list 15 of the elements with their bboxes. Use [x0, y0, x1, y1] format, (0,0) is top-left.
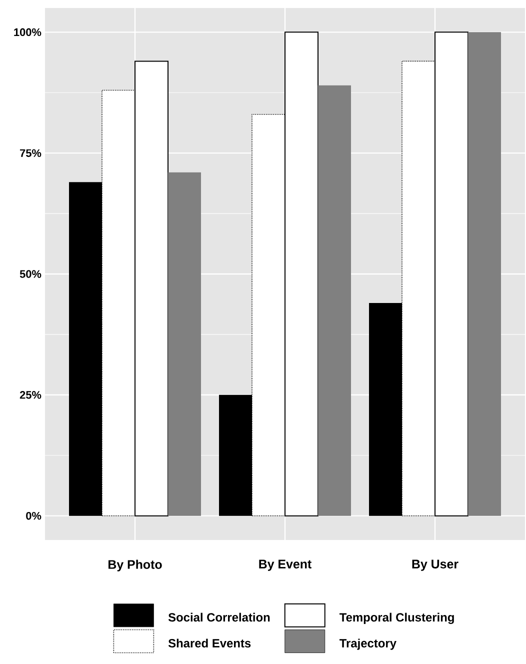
bar [468, 32, 502, 516]
legend-label: Shared Events [168, 638, 251, 648]
y-tick-label: 50% [20, 270, 42, 278]
x-tick-label: By User [412, 560, 458, 571]
x-tick-label: By Photo [108, 560, 162, 572]
y-tick-label: 100% [14, 28, 42, 36]
bar [168, 172, 201, 516]
y-tick-label: 25% [20, 391, 42, 399]
bar [318, 85, 351, 516]
x-tick-label: By Event [259, 560, 312, 571]
y-tick-label: 75% [20, 149, 42, 157]
legend-label: Temporal Clustering [340, 612, 454, 624]
y-tick-label: 0% [26, 512, 42, 520]
legend-label: Trajectory [340, 638, 396, 650]
legend-label: Social Correlation [168, 612, 270, 622]
